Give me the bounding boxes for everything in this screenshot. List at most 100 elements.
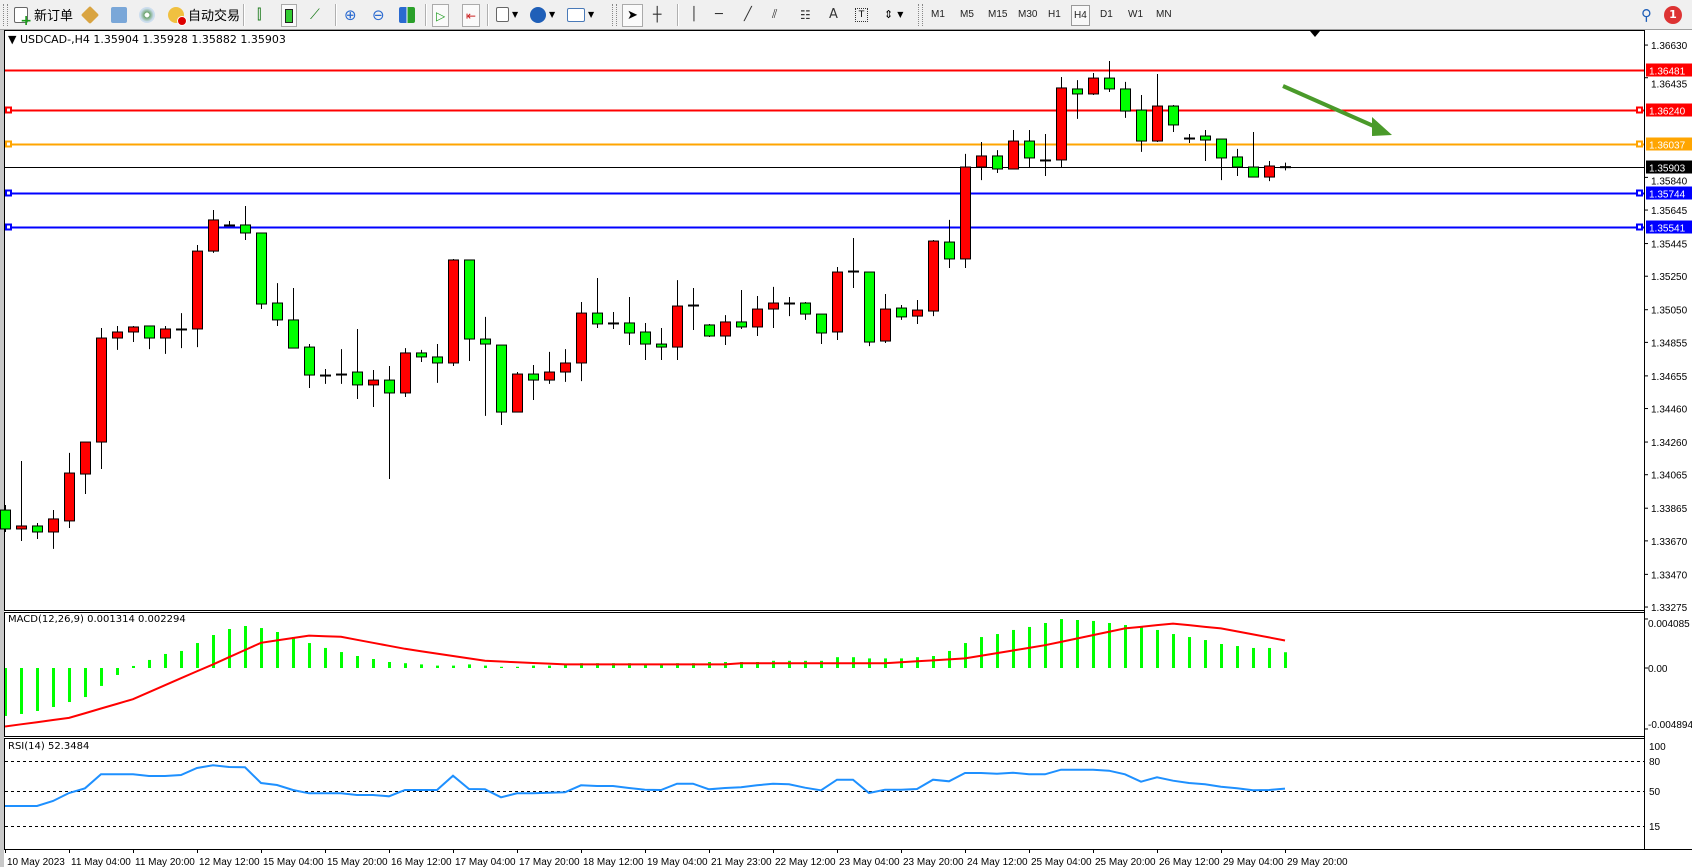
fibonacci-button[interactable]: ☷ bbox=[800, 4, 811, 25]
candlestick-button[interactable] bbox=[281, 4, 297, 27]
data-window-button[interactable] bbox=[111, 4, 127, 25]
toolbar-grip[interactable] bbox=[612, 4, 617, 26]
candle-bearish[interactable] bbox=[864, 271, 875, 343]
toolbar-grip[interactable] bbox=[3, 4, 8, 26]
candle-bearish[interactable] bbox=[32, 525, 43, 533]
timeframe-d1[interactable]: D1 bbox=[1100, 9, 1113, 20]
candle-bullish[interactable] bbox=[1152, 105, 1163, 142]
candle-bullish[interactable] bbox=[928, 240, 939, 312]
notification-button[interactable]: 1 bbox=[1664, 4, 1682, 25]
candle-bullish[interactable] bbox=[368, 379, 379, 386]
candle-bullish[interactable] bbox=[16, 525, 27, 530]
zoom-out-button[interactable]: ⊖ bbox=[372, 4, 385, 25]
candle-bearish[interactable] bbox=[896, 307, 907, 318]
candle-bearish[interactable] bbox=[592, 312, 603, 325]
timeframe-h1[interactable]: H1 bbox=[1048, 9, 1061, 20]
candle-bullish[interactable] bbox=[160, 328, 171, 339]
line-handle-left[interactable] bbox=[5, 140, 12, 148]
candle-bullish[interactable] bbox=[752, 308, 763, 328]
line-handle-left[interactable] bbox=[5, 223, 12, 231]
chart-shift-marker-icon[interactable] bbox=[1310, 31, 1320, 37]
candle-bearish[interactable] bbox=[480, 338, 491, 345]
indicators-button[interactable]: ▼ bbox=[496, 4, 518, 25]
candle-bullish[interactable] bbox=[720, 321, 731, 337]
candle-bullish[interactable] bbox=[64, 472, 75, 522]
timeframe-mn[interactable]: MN bbox=[1156, 9, 1172, 20]
line-handle-right[interactable] bbox=[1636, 223, 1643, 231]
search-button[interactable]: ⚲ bbox=[1641, 4, 1652, 25]
timeframe-h4[interactable]: H4 bbox=[1071, 5, 1090, 26]
line-handle-right[interactable] bbox=[1636, 189, 1643, 197]
candle-bearish[interactable] bbox=[640, 331, 651, 345]
candle-bearish[interactable] bbox=[272, 302, 283, 321]
candle-bearish[interactable] bbox=[1072, 88, 1083, 95]
candle-bullish[interactable] bbox=[1008, 140, 1019, 170]
templates-button[interactable]: ▼ bbox=[567, 4, 594, 25]
candle-bearish[interactable] bbox=[800, 302, 811, 315]
candle-bullish[interactable] bbox=[1088, 77, 1099, 95]
text-button[interactable]: A bbox=[829, 4, 838, 25]
trendline-button[interactable]: ╱ bbox=[744, 4, 752, 25]
candle-bullish[interactable] bbox=[560, 362, 571, 373]
candle-bearish[interactable] bbox=[464, 259, 475, 340]
candle-bearish[interactable] bbox=[256, 232, 267, 305]
candle-bearish[interactable] bbox=[624, 322, 635, 334]
candle-bearish[interactable] bbox=[528, 373, 539, 381]
crosshair-button[interactable]: ┼ bbox=[653, 4, 661, 25]
candle-bullish[interactable] bbox=[192, 250, 203, 330]
timeframe-w1[interactable]: W1 bbox=[1128, 9, 1143, 20]
tile-windows-button[interactable] bbox=[399, 4, 415, 25]
auto-scroll-button[interactable]: ▷ bbox=[432, 4, 450, 27]
candle-bearish[interactable] bbox=[416, 352, 427, 358]
candle-bullish[interactable] bbox=[448, 259, 459, 364]
arrows-button[interactable]: ⇕ ▼ bbox=[884, 8, 904, 21]
candle-bearish[interactable] bbox=[944, 241, 955, 260]
candle-bullish[interactable] bbox=[976, 155, 987, 168]
candle-bearish[interactable] bbox=[1104, 77, 1115, 90]
navigator-button[interactable] bbox=[139, 4, 155, 25]
candle-bearish[interactable] bbox=[1248, 166, 1259, 178]
line-handle-left[interactable] bbox=[5, 106, 12, 114]
bar-chart-button[interactable]: ⫿ bbox=[257, 4, 261, 25]
candle-bullish[interactable] bbox=[768, 302, 779, 310]
candle-bearish[interactable] bbox=[352, 371, 363, 386]
periods-button[interactable]: ▼ bbox=[530, 4, 555, 25]
text-label-button[interactable]: T bbox=[855, 4, 868, 25]
candle-bullish[interactable] bbox=[880, 308, 891, 342]
candle-bearish[interactable] bbox=[1136, 109, 1147, 142]
timeframe-m15[interactable]: M15 bbox=[988, 9, 1008, 20]
candle-bearish[interactable] bbox=[736, 321, 747, 328]
candle-bearish[interactable] bbox=[288, 319, 299, 349]
candle-bearish[interactable] bbox=[656, 343, 667, 348]
candle-bearish[interactable] bbox=[144, 325, 155, 339]
candle-bearish[interactable] bbox=[304, 346, 315, 376]
candle-bearish[interactable] bbox=[1232, 156, 1243, 168]
zoom-in-button[interactable]: ⊕ bbox=[344, 4, 357, 25]
vertical-line-button[interactable]: │ bbox=[690, 4, 698, 25]
candle-bearish[interactable] bbox=[1120, 88, 1131, 112]
candle-bearish[interactable] bbox=[240, 224, 251, 234]
timeframe-m5[interactable]: M5 bbox=[960, 9, 974, 20]
cursor-button[interactable]: ➤ bbox=[622, 4, 643, 27]
trend-arrow-line[interactable] bbox=[1282, 84, 1379, 130]
candle-bullish[interactable] bbox=[208, 219, 219, 252]
candle-bearish[interactable] bbox=[704, 324, 715, 337]
candle-bullish[interactable] bbox=[512, 373, 523, 413]
line-handle-right[interactable] bbox=[1636, 140, 1643, 148]
candle-bullish[interactable] bbox=[1264, 165, 1275, 178]
auto-trading-button[interactable]: 自动交易 bbox=[168, 4, 240, 26]
candle-bearish[interactable] bbox=[1216, 138, 1227, 159]
candle-bearish[interactable] bbox=[816, 313, 827, 334]
candle-bearish[interactable] bbox=[1200, 135, 1211, 141]
candle-bullish[interactable] bbox=[112, 331, 123, 339]
toolbar-grip[interactable] bbox=[918, 4, 923, 26]
candle-bearish[interactable] bbox=[384, 379, 395, 394]
candle-bullish[interactable] bbox=[672, 305, 683, 348]
chart-menu-triangle-icon[interactable]: ▼ bbox=[8, 33, 20, 46]
candle-bullish[interactable] bbox=[544, 371, 555, 381]
candle-bearish[interactable] bbox=[432, 356, 443, 364]
timeframe-m1[interactable]: M1 bbox=[931, 9, 945, 20]
equidistant-channel-button[interactable]: ⫽ bbox=[772, 4, 777, 25]
candle-bullish[interactable] bbox=[48, 518, 59, 533]
